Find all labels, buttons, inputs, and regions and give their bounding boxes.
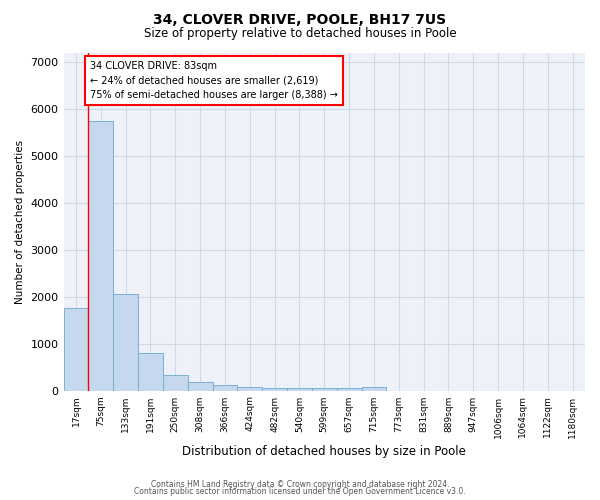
Bar — [238, 387, 262, 390]
Text: 34 CLOVER DRIVE: 83sqm
← 24% of detached houses are smaller (2,619)
75% of semi-: 34 CLOVER DRIVE: 83sqm ← 24% of detached… — [91, 61, 338, 100]
Bar — [163, 374, 188, 390]
Text: 34, CLOVER DRIVE, POOLE, BH17 7US: 34, CLOVER DRIVE, POOLE, BH17 7US — [154, 12, 446, 26]
Text: Size of property relative to detached houses in Poole: Size of property relative to detached ho… — [143, 28, 457, 40]
Bar — [88, 120, 113, 390]
Text: Contains public sector information licensed under the Open Government Licence v3: Contains public sector information licen… — [134, 487, 466, 496]
Bar — [64, 308, 88, 390]
Bar — [188, 382, 212, 390]
Bar — [287, 388, 312, 390]
Bar — [262, 388, 287, 390]
Bar — [113, 294, 138, 390]
Bar — [362, 387, 386, 390]
Bar — [312, 388, 337, 390]
Text: Contains HM Land Registry data © Crown copyright and database right 2024.: Contains HM Land Registry data © Crown c… — [151, 480, 449, 489]
Bar — [138, 353, 163, 391]
Y-axis label: Number of detached properties: Number of detached properties — [15, 140, 25, 304]
X-axis label: Distribution of detached houses by size in Poole: Distribution of detached houses by size … — [182, 444, 466, 458]
Bar — [337, 388, 362, 390]
Bar — [212, 386, 238, 390]
